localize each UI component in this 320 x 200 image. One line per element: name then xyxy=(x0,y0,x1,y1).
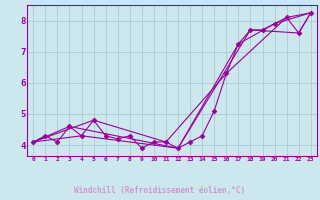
Text: Windchill (Refroidissement éolien,°C): Windchill (Refroidissement éolien,°C) xyxy=(75,186,245,194)
